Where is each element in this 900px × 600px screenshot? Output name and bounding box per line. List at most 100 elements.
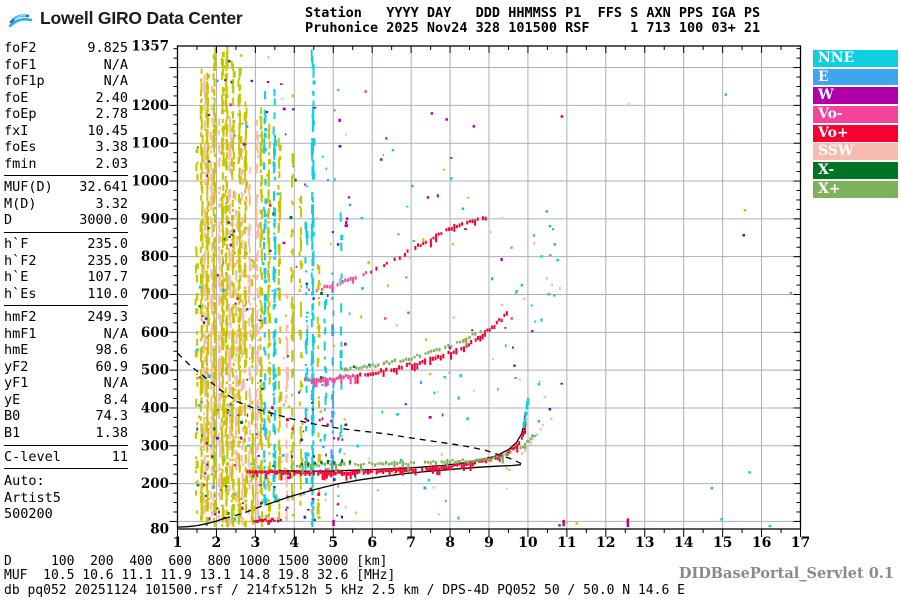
param-value: 3000.0	[79, 212, 128, 229]
param-value: 2.40	[95, 89, 128, 106]
param-label: fmin	[4, 155, 37, 172]
legend-item-x: X-	[813, 162, 898, 179]
param-label: foF1	[4, 56, 37, 73]
param-row-fxi: fxI 10.45	[4, 123, 128, 140]
y-axis-label: 500	[141, 363, 169, 379]
param-value: 107.7	[87, 269, 128, 286]
station-values-row: Pruhonice 2025 Nov24 328 101500 RSF 1 71…	[305, 19, 761, 36]
param-label: B0	[4, 408, 21, 425]
param-row-yf2: yF2 60.9	[4, 359, 128, 376]
x-axis-label: 6	[367, 535, 377, 551]
y-axis-label: 200	[141, 476, 169, 492]
param-value: 10.45	[87, 122, 128, 139]
x-axis-label: 12	[596, 535, 615, 551]
param-row-fmin: fmin 2.03	[4, 156, 128, 173]
station-header-row: Station YYYY DAY DDD HHMMSS P1 FFS S AXN…	[305, 5, 761, 21]
param-value: 11	[111, 448, 128, 465]
param-row-hf: h`F 235.0	[4, 236, 128, 253]
param-label: foF1p	[4, 73, 45, 90]
param-row-foes: foEs 3.38	[4, 139, 128, 156]
echo-direction-legend: NNE E W Vo- Vo+ SSW X- X+	[813, 50, 898, 200]
param-value: 60.9	[95, 358, 128, 375]
param-divider	[4, 175, 128, 177]
param-value: 9.825	[87, 40, 128, 56]
y-axis-label: 1000	[131, 174, 169, 190]
page-title: Lowell GIRO Data Center	[40, 7, 243, 28]
x-axis-label: 14	[674, 535, 694, 551]
param-label: h`Es	[4, 285, 37, 302]
x-axis-label: 2	[212, 535, 222, 551]
x-axis-label: 4	[289, 535, 299, 551]
plot-gridlines	[177, 46, 801, 529]
param-row-foe: foE 2.40	[4, 90, 128, 107]
x-axis-label: 1	[173, 535, 183, 551]
plot-frame	[169, 45, 802, 537]
param-row-mufd: MUF(D) 32.641	[4, 179, 128, 196]
param-row-fof1: foF1 N/A	[4, 57, 128, 74]
x-axis-label: 3	[251, 535, 261, 551]
param-label: MUF(D)	[4, 179, 53, 196]
status-line: db pq052 20251124 101500.rsf / 214fx512h…	[4, 583, 685, 598]
stray-echo-points	[228, 54, 793, 528]
servlet-version-label: DIDBasePortal_Servlet 0.1	[678, 565, 894, 582]
station-header-block: Station YYYY DAY DDD HHMMSS P1 FFS S AXN…	[305, 6, 760, 35]
y-axis-label: 1100	[131, 136, 169, 152]
param-divider	[4, 444, 128, 446]
param-label: yF1	[4, 375, 29, 392]
x-axis-label: 16	[752, 535, 771, 551]
x-axis-label: 10	[518, 535, 538, 551]
param-value: 2.03	[95, 155, 128, 172]
param-label: foEs	[4, 139, 37, 156]
param-value: 3.32	[95, 195, 128, 212]
param-label: hmF1	[4, 325, 37, 342]
legend-item-x: X+	[813, 180, 898, 198]
y-axis-label: 80	[150, 522, 169, 538]
y-axis-label: 400	[141, 401, 169, 417]
legend-item-e: E	[813, 68, 898, 86]
param-label: hmF2	[4, 309, 37, 326]
muf-transmission-curve	[177, 352, 523, 465]
param-label: hmE	[4, 342, 29, 359]
param-row-hf2: h`F2 235.0	[4, 253, 128, 270]
param-value: 110.0	[87, 285, 128, 302]
param-label: yF2	[4, 358, 29, 375]
param-row-fof1p: foF1p N/A	[4, 73, 128, 90]
param-label: D	[4, 212, 13, 229]
x-axis-label: 9	[484, 535, 494, 551]
x-axis-label: 5	[328, 535, 338, 551]
giro-wave-logo-icon	[8, 14, 33, 28]
param-label: h`E	[4, 269, 29, 286]
param-label: B1	[4, 425, 21, 442]
x-axis-label: 13	[635, 535, 654, 551]
profile-e-region	[177, 517, 225, 528]
y-axis-label: 900	[141, 211, 169, 227]
param-label: foE	[4, 89, 29, 106]
autoscaling-line: Auto:	[4, 473, 45, 490]
legend-item-w: W	[813, 87, 898, 105]
x-axis-label: 15	[713, 535, 732, 551]
autoscaling-line: Artist5	[4, 489, 61, 506]
param-label: C-level	[4, 448, 61, 465]
echo-traces	[246, 216, 553, 523]
param-label: foEp	[4, 106, 37, 123]
x-axis-label: 8	[445, 535, 455, 551]
param-label: yE	[4, 391, 21, 408]
legend-item-ssw: SSW	[813, 143, 898, 161]
y-axis-label: 600	[141, 325, 169, 341]
param-value: 8.4	[103, 391, 128, 408]
profile-f-region	[268, 464, 521, 505]
param-row-ye: yE 8.4	[4, 392, 128, 409]
scatter-speckles	[195, 78, 563, 526]
profile-valley	[224, 503, 270, 520]
param-value: N/A	[103, 56, 128, 73]
param-value: 32.641	[79, 179, 128, 196]
param-label: foF2	[4, 40, 37, 56]
param-divider	[4, 468, 128, 470]
param-label: h`F2	[4, 252, 37, 269]
x-axis-label: 11	[557, 535, 576, 551]
param-row-hmf1: hmF1 N/A	[4, 326, 128, 343]
param-value: 249.3	[87, 309, 128, 326]
param-row-yf1: yF1 N/A	[4, 375, 128, 392]
param-row-b1: B1 1.38	[4, 425, 128, 442]
